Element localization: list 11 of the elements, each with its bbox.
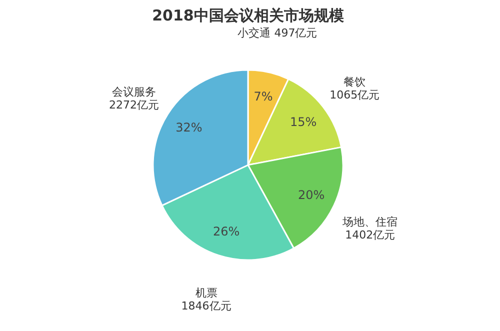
slice-label: 机票 1846亿元	[181, 286, 232, 312]
chart-title: 2018中国会议相关市场规模	[152, 6, 345, 24]
slice-label: 小交通 497亿元	[238, 26, 318, 40]
data-label: 26%	[213, 224, 240, 239]
data-label: 20%	[298, 188, 325, 202]
slice-label: 会议服务 2272亿元	[109, 86, 160, 112]
data-label: 7%	[254, 90, 273, 104]
data-label: 15%	[290, 115, 317, 130]
slice-label: 餐饮 1065亿元	[330, 75, 380, 102]
slice-label: 场地、住宿 1402亿元	[342, 215, 398, 242]
data-label: 32%	[176, 120, 202, 134]
